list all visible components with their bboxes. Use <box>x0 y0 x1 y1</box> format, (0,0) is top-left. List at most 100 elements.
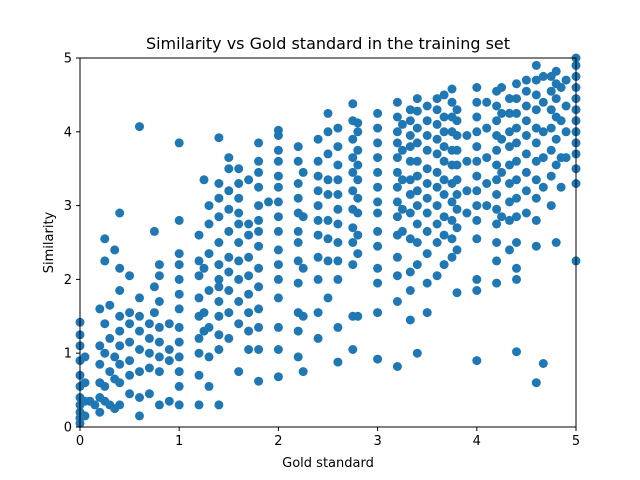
data-point <box>348 167 358 177</box>
data-point <box>214 345 224 354</box>
data-point <box>497 167 507 177</box>
data-point <box>348 223 358 233</box>
x-tick-label: 3 <box>373 434 381 449</box>
data-point <box>492 204 502 214</box>
data-point <box>432 119 442 129</box>
data-point <box>333 175 343 185</box>
data-point <box>234 274 244 284</box>
data-point <box>333 160 343 170</box>
data-point <box>373 278 383 288</box>
data-point <box>214 238 224 247</box>
data-point <box>472 142 482 152</box>
data-point <box>512 193 521 203</box>
data-point <box>405 234 415 244</box>
data-point <box>293 193 303 203</box>
data-point <box>234 367 244 377</box>
data-point <box>348 260 358 270</box>
data-point <box>204 352 214 362</box>
data-point <box>244 252 254 262</box>
data-point <box>273 197 283 207</box>
data-point <box>546 123 556 133</box>
data-point <box>244 308 254 318</box>
data-point <box>439 260 449 270</box>
data-point <box>333 204 343 214</box>
data-point <box>432 219 442 229</box>
data-point <box>135 311 144 321</box>
data-point <box>373 167 383 177</box>
data-point <box>144 389 154 399</box>
data-point <box>546 171 556 181</box>
data-point <box>405 286 415 295</box>
data-point <box>422 278 432 288</box>
data-point <box>397 119 407 129</box>
data-point <box>254 182 264 192</box>
data-point <box>115 326 125 336</box>
data-point <box>439 112 449 122</box>
data-point <box>254 167 264 177</box>
data-point <box>439 156 449 166</box>
data-point <box>405 116 415 126</box>
data-point <box>194 230 204 240</box>
data-point <box>313 333 323 343</box>
data-point <box>412 201 422 211</box>
data-point <box>174 400 184 410</box>
data-point <box>194 400 204 410</box>
data-point <box>293 179 303 188</box>
data-point <box>432 105 442 115</box>
data-point <box>100 319 110 329</box>
data-point <box>405 208 415 218</box>
data-point <box>313 252 323 262</box>
data-point <box>452 105 462 115</box>
data-point <box>293 238 303 247</box>
data-point <box>204 249 214 259</box>
data-point <box>214 311 224 321</box>
data-point <box>512 94 521 104</box>
data-point <box>373 197 383 207</box>
data-point <box>224 252 234 262</box>
data-point <box>154 352 164 362</box>
data-point <box>293 256 303 266</box>
data-point <box>298 167 308 177</box>
data-point <box>174 337 184 347</box>
data-point <box>164 319 174 329</box>
data-point <box>392 362 402 371</box>
data-point <box>472 201 482 211</box>
data-point <box>505 160 514 170</box>
data-point <box>204 286 214 295</box>
data-point <box>353 193 363 203</box>
data-point <box>492 175 502 185</box>
data-point <box>397 175 407 185</box>
data-point <box>214 179 224 188</box>
data-point <box>531 193 541 203</box>
data-point <box>392 182 402 192</box>
chart-title: Similarity vs Gold standard in the train… <box>146 34 510 53</box>
data-point <box>125 308 135 318</box>
data-point <box>353 311 363 321</box>
data-point <box>472 112 482 122</box>
data-point <box>174 138 184 148</box>
data-point <box>234 219 244 229</box>
data-point <box>447 84 457 94</box>
data-point <box>452 145 462 155</box>
data-point <box>512 79 521 89</box>
data-point <box>405 175 415 185</box>
data-point <box>273 125 283 135</box>
data-point <box>546 201 556 211</box>
data-point <box>135 345 144 354</box>
data-point <box>505 108 514 118</box>
data-point <box>224 164 234 174</box>
data-point <box>254 241 264 251</box>
data-point <box>392 271 402 281</box>
data-point <box>214 297 224 306</box>
data-point <box>439 175 449 185</box>
data-point <box>115 311 125 321</box>
data-point <box>432 149 442 159</box>
data-point <box>405 190 415 199</box>
data-point <box>497 134 507 144</box>
data-point <box>512 123 521 133</box>
data-point <box>482 153 492 163</box>
data-point <box>323 190 333 199</box>
data-point <box>323 215 333 225</box>
data-point <box>546 145 556 155</box>
